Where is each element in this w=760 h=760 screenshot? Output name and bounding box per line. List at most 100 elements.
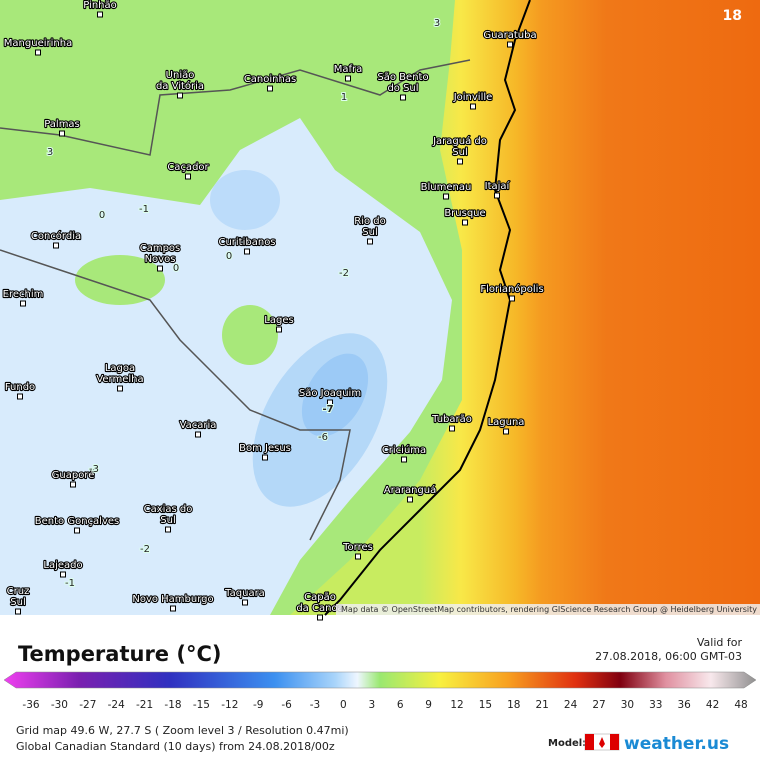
city-label: Mangueirinha: [4, 38, 72, 49]
scale-tick-label: 48: [734, 699, 747, 711]
city-dot: [407, 496, 413, 503]
scale-tick-label: 15: [479, 699, 492, 711]
city-dot: [97, 11, 103, 18]
city-label: Vermelha: [96, 374, 143, 385]
scale-tick-label: 21: [536, 699, 549, 711]
city-dot: [401, 456, 407, 463]
city-dot: [185, 173, 191, 180]
contour-label: -1: [65, 578, 75, 589]
scale-tick-label: 6: [397, 699, 404, 711]
scale-tick-label: -18: [164, 699, 181, 711]
scale-tick-label: -30: [51, 699, 68, 711]
city-dot: [462, 219, 468, 226]
city-label: Itajaí: [485, 180, 511, 192]
scale-tick-label: 0: [340, 699, 347, 711]
city-label: São Joaquim: [299, 388, 361, 399]
city-dot: [443, 193, 449, 200]
brand: weather.us: [624, 734, 729, 754]
warm-area: [290, 0, 760, 615]
contour-label: 0: [99, 210, 105, 221]
scale-tick-label: -6: [281, 699, 292, 711]
city-dot: [327, 399, 333, 406]
city-dot: [244, 248, 250, 255]
city-label: São Bento: [377, 72, 428, 83]
city-label: Palmas: [44, 119, 80, 130]
city-dot: [242, 599, 248, 606]
city-label: Sul: [452, 147, 467, 158]
city-label: Tubarão: [431, 414, 472, 425]
city-dot: [449, 425, 455, 432]
legend-title: Temperature (°C): [18, 642, 221, 666]
city-label: Novos: [145, 254, 176, 265]
city-dot: [503, 428, 509, 435]
city-label: Novo Hamburgo: [132, 594, 213, 605]
city-dot: [74, 527, 80, 534]
contour-label: 1: [341, 92, 347, 103]
scale-tick-label: -27: [79, 699, 96, 711]
city-dot: [35, 49, 41, 56]
city-label: Bento Gonçalves: [35, 516, 119, 527]
city-dot: [457, 158, 463, 165]
contour-label: 0: [226, 251, 232, 262]
valid-label: Valid for: [697, 636, 743, 649]
city-label: Cruz: [7, 586, 30, 597]
city-label: da Vitória: [156, 80, 204, 92]
city-label: Sul: [362, 227, 377, 238]
city-label: Laguna: [488, 417, 525, 428]
city-label: Taquara: [224, 588, 265, 599]
scale-tick-label: -36: [22, 699, 39, 711]
city-label: Erechim: [3, 289, 44, 300]
contour-label: 3: [47, 147, 53, 158]
border: [0, 249, 351, 541]
city-dot: [70, 481, 76, 488]
city-label: Araranguá: [384, 484, 436, 496]
city-dot: [53, 242, 59, 249]
city-dot: [317, 614, 323, 621]
city-label: Mafra: [334, 64, 363, 75]
city-label: Florianópolis: [480, 283, 543, 295]
city-dot: [117, 385, 123, 392]
contour-label: -3: [89, 464, 99, 475]
city-label: Blumenau: [421, 182, 472, 193]
city-dot: [59, 130, 65, 137]
city-label: Caxias do: [144, 504, 193, 515]
city-dot: [60, 571, 66, 578]
city-label: Jaraguá do: [432, 135, 487, 147]
scale-tick-label: 18: [507, 699, 520, 711]
scale-tick-label: 24: [564, 699, 578, 711]
scale-tick-label: 36: [678, 699, 692, 711]
contour-label: -2: [140, 544, 150, 555]
city-dot: [355, 553, 361, 560]
scale-tick-label: -24: [108, 699, 125, 711]
city-dot: [17, 393, 23, 400]
city-dot: [20, 300, 26, 307]
city-label: Lagoa: [105, 363, 135, 374]
scale-tick-label: -15: [193, 699, 210, 711]
city-label: da Canoa: [296, 603, 343, 614]
city-dot: [400, 94, 406, 101]
scale-tick-label: -12: [221, 699, 238, 711]
contour-label: 0: [173, 263, 179, 274]
contour-label: -1: [139, 204, 149, 215]
scale-tick-label: -3: [310, 699, 320, 711]
city-dot: [165, 526, 171, 533]
city-label: Pinhão: [83, 0, 117, 11]
warm-patch: [222, 305, 278, 365]
city-label: Campos: [140, 243, 181, 254]
city-label: Fundo: [5, 382, 35, 393]
legend: Temperature (°C) Valid for 27.08.2018, 0…: [3, 636, 757, 754]
scale-tick-label: 12: [450, 699, 463, 711]
city-label: Guaratuba: [483, 30, 536, 41]
city-dot: [262, 454, 268, 461]
attribution: Map data © OpenStreetMap contributors, r…: [341, 605, 757, 614]
color-scale: [3, 671, 757, 689]
valid-time: 27.08.2018, 06:00 GMT-03: [595, 650, 742, 663]
city-label: Canoinhas: [244, 74, 296, 85]
flag: [584, 733, 620, 751]
city-label: Sul: [160, 515, 175, 526]
scale-tick-label: -21: [136, 699, 153, 711]
city-label: Criciúma: [382, 444, 426, 456]
city-label: Guaporé: [52, 469, 95, 481]
